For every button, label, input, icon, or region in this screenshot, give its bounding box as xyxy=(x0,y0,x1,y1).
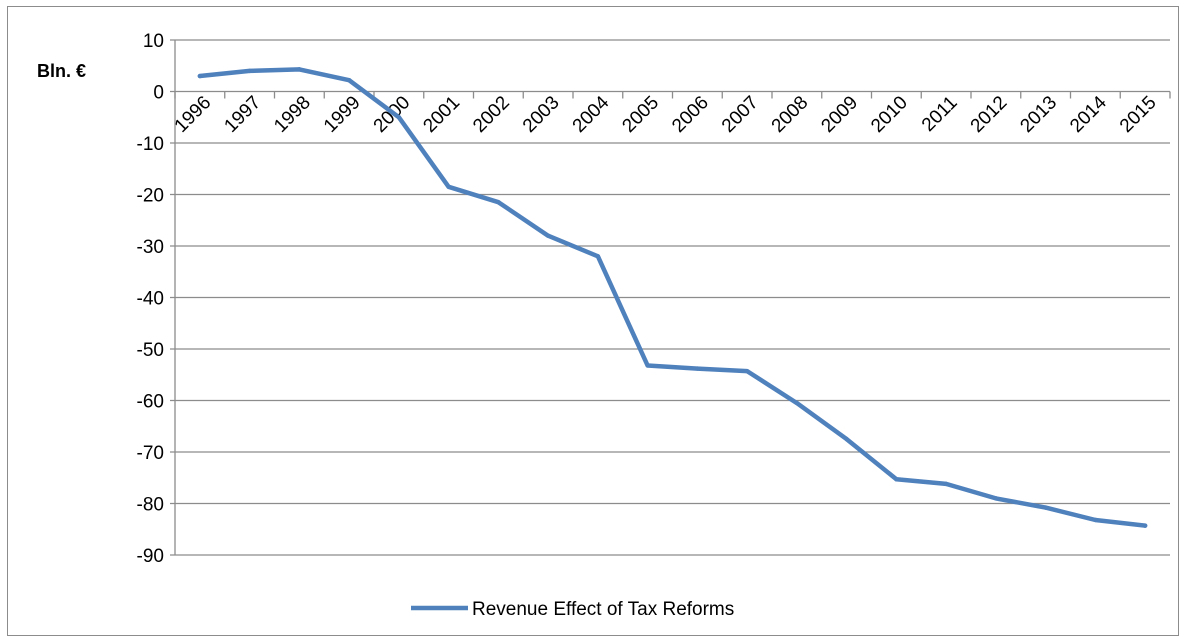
x-tick-label: 2011 xyxy=(918,92,962,136)
data-point xyxy=(396,115,402,120)
gridlines xyxy=(170,39,1170,556)
legend-label: Revenue Effect of Tax Reforms xyxy=(472,599,734,620)
series-layer xyxy=(197,67,1148,528)
y-tick-label: -40 xyxy=(137,289,164,310)
x-tick-label: 2005 xyxy=(618,92,663,137)
x-tick-label: 1996 xyxy=(171,92,216,137)
x-axis: 1996 1997 1998 1999 2000 2001 2002 2003 2004 2005… xyxy=(171,91,1171,137)
y-axis-ticks: 10 0 -10 -20 -30 -40 -50 -60 -70 -80 -90 xyxy=(137,31,164,567)
x-tick-label: 2010 xyxy=(867,92,912,137)
x-tick-label: 2009 xyxy=(817,92,862,137)
x-tick-label: 2003 xyxy=(519,92,564,137)
data-point xyxy=(993,496,999,501)
data-point xyxy=(247,68,252,74)
data-point xyxy=(844,436,849,442)
data-point xyxy=(197,73,203,79)
data-point xyxy=(1142,523,1148,528)
data-point xyxy=(695,366,700,371)
chart-frame xyxy=(7,6,1179,636)
y-tick-label: -10 xyxy=(137,134,164,155)
x-tick-label: 2008 xyxy=(768,92,813,137)
x-tick-label: 2014 xyxy=(1066,92,1111,137)
data-point xyxy=(545,233,551,238)
y-tick-label: 10 xyxy=(143,31,164,52)
x-tick-label: 2002 xyxy=(469,92,514,137)
data-point xyxy=(446,184,451,189)
data-point xyxy=(794,400,800,406)
y-axis-label: Bln. € xyxy=(37,61,86,81)
data-point xyxy=(297,67,302,72)
data-point xyxy=(943,481,949,487)
x-tick-label: 2015 xyxy=(1116,92,1161,137)
x-tick-label: 2001 xyxy=(419,92,464,137)
y-tick-label: -20 xyxy=(137,186,164,207)
x-tick-label: 2013 xyxy=(1016,92,1061,137)
x-tick-label: 1997 xyxy=(220,92,265,137)
y-tick-label: -50 xyxy=(137,340,164,361)
y-tick-label: -80 xyxy=(137,495,164,516)
legend: Revenue Effect of Tax Reforms xyxy=(411,599,734,620)
y-tick-label: -90 xyxy=(137,546,164,567)
data-point xyxy=(1043,505,1048,510)
x-tick-label: 1998 xyxy=(270,92,315,137)
y-tick-label: -70 xyxy=(137,443,164,464)
x-tick-label: 2006 xyxy=(668,92,713,137)
x-tick-label: 2012 xyxy=(967,92,1012,137)
data-point xyxy=(496,200,501,205)
series-line xyxy=(197,67,1148,528)
data-point xyxy=(645,363,650,368)
data-point xyxy=(1093,517,1098,523)
y-tick-label: -30 xyxy=(137,237,164,258)
data-point xyxy=(595,254,601,259)
x-tick-label: 2004 xyxy=(569,92,614,137)
data-point xyxy=(894,477,899,482)
x-tick-label: 1999 xyxy=(320,92,365,137)
data-point xyxy=(346,77,352,83)
x-tick-label: 2007 xyxy=(718,92,763,137)
data-point xyxy=(744,368,750,374)
y-tick-label: -60 xyxy=(137,392,164,413)
y-tick-label: 0 xyxy=(153,83,164,104)
